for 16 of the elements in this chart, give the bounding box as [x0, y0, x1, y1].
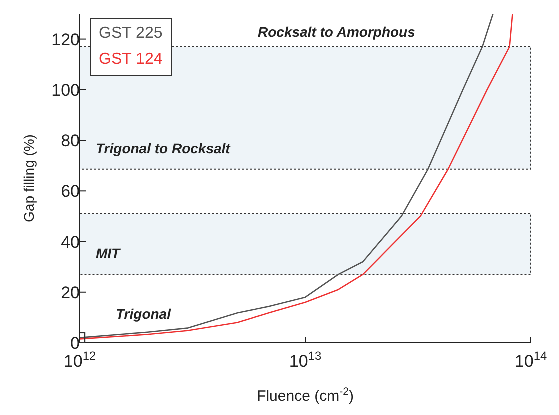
text: GST 225: [99, 24, 163, 44]
x-axis-title: Fluence (cm$^{-2}$): [257, 386, 354, 405]
text: GST 124: [99, 50, 163, 70]
annotation: Trigonal: [116, 306, 171, 322]
y-tick-label: 60: [61, 182, 80, 202]
y-axis-title: Gap filling (%): [21, 134, 37, 222]
x-tick-label: 10$^{13}$: [289, 349, 322, 371]
band-label: Trigonal to Rocksalt: [96, 140, 232, 156]
y-tick-label: 40: [61, 232, 80, 252]
y-tick-label: 100: [52, 80, 80, 100]
x-tick-label: 10$^{14}$: [514, 349, 548, 371]
annotation: Rocksalt to Amorphous: [258, 24, 416, 40]
y-tick-label: 120: [52, 30, 80, 50]
y-tick-label: 20: [61, 283, 80, 302]
band-label: MIT: [96, 246, 122, 262]
y-tick-label: 80: [61, 132, 80, 151]
